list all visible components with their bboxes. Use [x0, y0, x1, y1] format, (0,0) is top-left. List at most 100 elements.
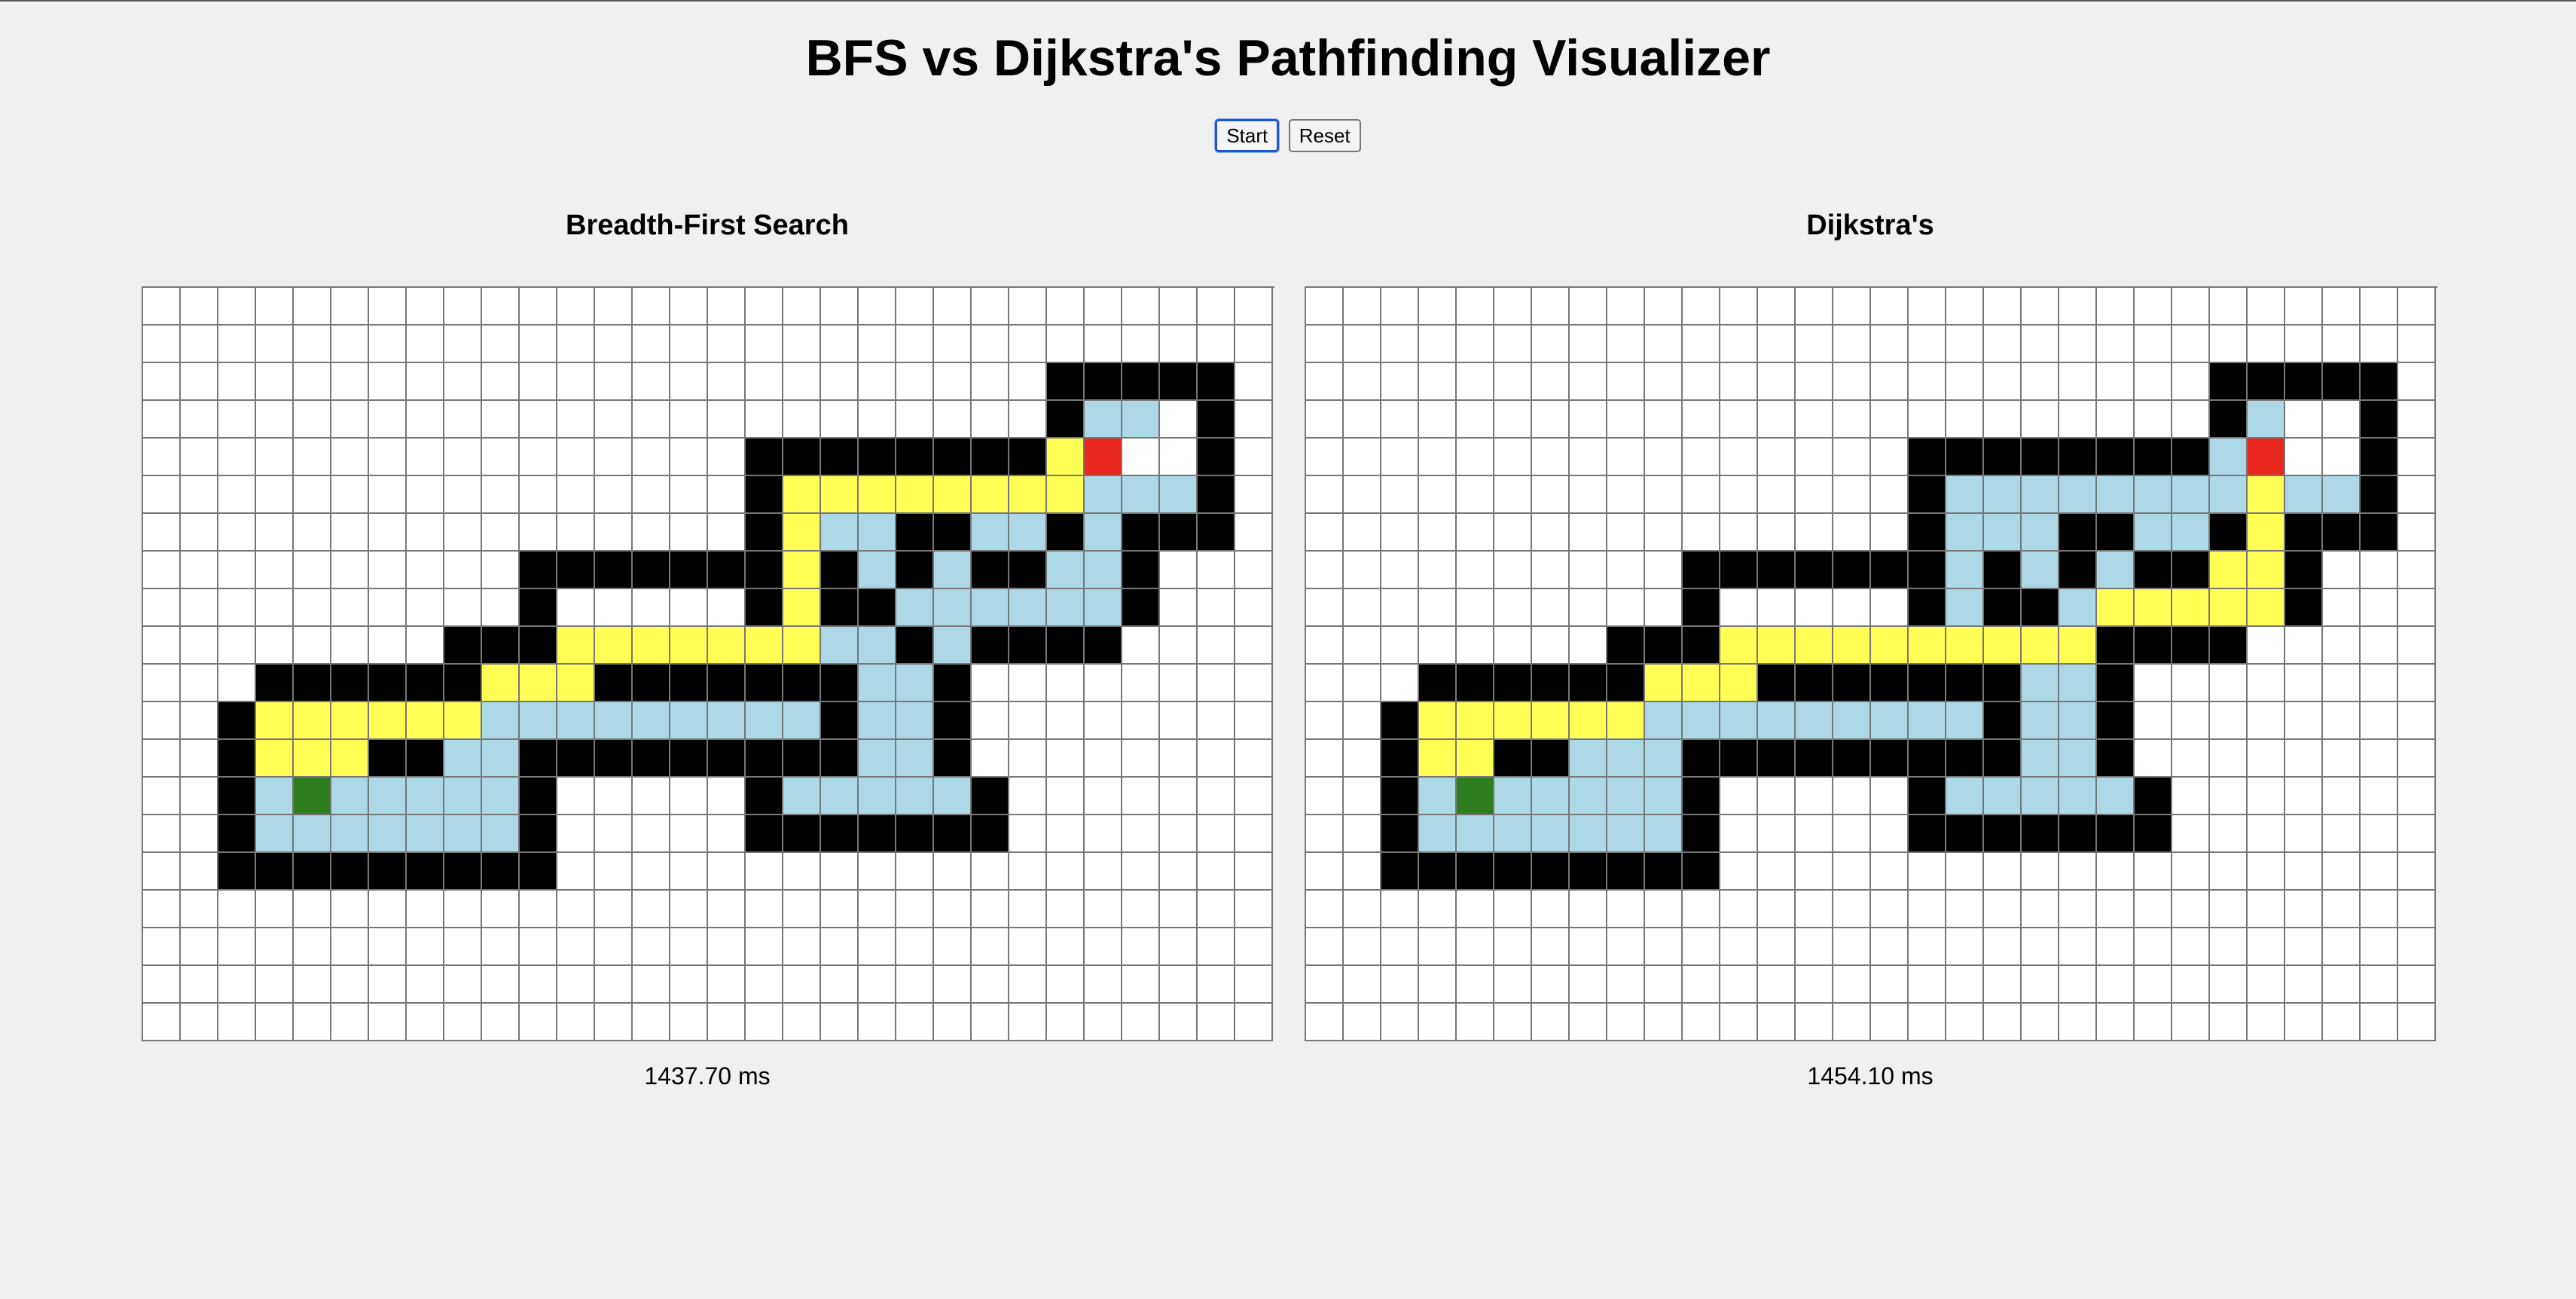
empty-cell[interactable] — [369, 476, 407, 514]
empty-cell[interactable] — [181, 514, 218, 552]
wall-cell[interactable] — [746, 552, 783, 589]
empty-cell[interactable] — [1758, 326, 1796, 363]
wall-cell[interactable] — [821, 665, 859, 702]
empty-cell[interactable] — [1306, 326, 1344, 363]
empty-cell[interactable] — [1235, 778, 1273, 815]
empty-cell[interactable] — [256, 891, 294, 928]
empty-cell[interactable] — [1494, 439, 1532, 476]
visited-cell[interactable] — [2022, 778, 2059, 815]
visited-cell[interactable] — [934, 778, 972, 815]
empty-cell[interactable] — [369, 288, 407, 326]
empty-cell[interactable] — [407, 288, 444, 326]
empty-cell[interactable] — [1306, 514, 1344, 552]
empty-cell[interactable] — [595, 439, 633, 476]
wall-cell[interactable] — [1909, 514, 1946, 552]
empty-cell[interactable] — [746, 288, 783, 326]
empty-cell[interactable] — [2361, 853, 2398, 891]
empty-cell[interactable] — [557, 363, 595, 401]
empty-cell[interactable] — [2398, 514, 2436, 552]
empty-cell[interactable] — [557, 589, 595, 627]
wall-cell[interactable] — [407, 853, 444, 891]
visited-cell[interactable] — [1122, 401, 1160, 439]
visited-cell[interactable] — [821, 514, 859, 552]
empty-cell[interactable] — [1984, 288, 2022, 326]
empty-cell[interactable] — [444, 476, 482, 514]
wall-cell[interactable] — [218, 853, 256, 891]
empty-cell[interactable] — [1457, 514, 1494, 552]
empty-cell[interactable] — [1720, 439, 1758, 476]
empty-cell[interactable] — [1122, 740, 1160, 778]
empty-cell[interactable] — [331, 363, 369, 401]
empty-cell[interactable] — [1160, 815, 1198, 853]
empty-cell[interactable] — [407, 439, 444, 476]
empty-cell[interactable] — [1607, 589, 1645, 627]
visited-cell[interactable] — [2059, 778, 2097, 815]
wall-cell[interactable] — [1946, 665, 1984, 702]
empty-cell[interactable] — [2172, 401, 2210, 439]
empty-cell[interactable] — [1909, 853, 1946, 891]
empty-cell[interactable] — [2059, 966, 2097, 1004]
empty-cell[interactable] — [1570, 514, 1607, 552]
path-cell[interactable] — [1909, 627, 1946, 665]
empty-cell[interactable] — [482, 891, 520, 928]
empty-cell[interactable] — [520, 439, 557, 476]
empty-cell[interactable] — [821, 966, 859, 1004]
visited-cell[interactable] — [896, 740, 934, 778]
empty-cell[interactable] — [331, 966, 369, 1004]
wall-cell[interactable] — [1758, 740, 1796, 778]
empty-cell[interactable] — [1909, 891, 1946, 928]
wall-cell[interactable] — [1419, 665, 1457, 702]
empty-cell[interactable] — [1160, 589, 1198, 627]
empty-cell[interactable] — [1344, 853, 1381, 891]
visited-cell[interactable] — [1047, 552, 1085, 589]
empty-cell[interactable] — [1494, 891, 1532, 928]
empty-cell[interactable] — [557, 401, 595, 439]
wall-cell[interactable] — [482, 853, 520, 891]
visited-cell[interactable] — [896, 665, 934, 702]
wall-cell[interactable] — [1419, 853, 1457, 891]
wall-cell[interactable] — [1198, 476, 1235, 514]
empty-cell[interactable] — [1645, 1004, 1683, 1041]
wall-cell[interactable] — [1984, 702, 2022, 740]
empty-cell[interactable] — [482, 552, 520, 589]
wall-cell[interactable] — [1946, 740, 1984, 778]
wall-cell[interactable] — [1532, 853, 1570, 891]
empty-cell[interactable] — [143, 552, 181, 589]
empty-cell[interactable] — [143, 476, 181, 514]
empty-cell[interactable] — [181, 853, 218, 891]
empty-cell[interactable] — [1344, 514, 1381, 552]
empty-cell[interactable] — [1758, 589, 1796, 627]
empty-cell[interactable] — [2361, 288, 2398, 326]
empty-cell[interactable] — [143, 740, 181, 778]
empty-cell[interactable] — [1796, 326, 1833, 363]
empty-cell[interactable] — [557, 439, 595, 476]
empty-cell[interactable] — [1758, 476, 1796, 514]
empty-cell[interactable] — [972, 1004, 1009, 1041]
wall-cell[interactable] — [520, 815, 557, 853]
empty-cell[interactable] — [1235, 476, 1273, 514]
wall-cell[interactable] — [821, 439, 859, 476]
empty-cell[interactable] — [972, 928, 1009, 966]
empty-cell[interactable] — [1198, 627, 1235, 665]
empty-cell[interactable] — [708, 1004, 746, 1041]
empty-cell[interactable] — [1160, 891, 1198, 928]
visited-cell[interactable] — [1984, 476, 2022, 514]
empty-cell[interactable] — [369, 363, 407, 401]
empty-cell[interactable] — [294, 552, 331, 589]
wall-cell[interactable] — [444, 853, 482, 891]
empty-cell[interactable] — [444, 928, 482, 966]
visited-cell[interactable] — [1720, 702, 1758, 740]
empty-cell[interactable] — [708, 514, 746, 552]
visited-cell[interactable] — [444, 778, 482, 815]
empty-cell[interactable] — [1306, 589, 1344, 627]
empty-cell[interactable] — [595, 363, 633, 401]
start-cell[interactable] — [294, 778, 331, 815]
wall-cell[interactable] — [934, 665, 972, 702]
visited-cell[interactable] — [633, 702, 670, 740]
empty-cell[interactable] — [143, 891, 181, 928]
empty-cell[interactable] — [520, 288, 557, 326]
empty-cell[interactable] — [2172, 891, 2210, 928]
empty-cell[interactable] — [218, 627, 256, 665]
wall-cell[interactable] — [1909, 552, 1946, 589]
path-cell[interactable] — [1871, 627, 1909, 665]
